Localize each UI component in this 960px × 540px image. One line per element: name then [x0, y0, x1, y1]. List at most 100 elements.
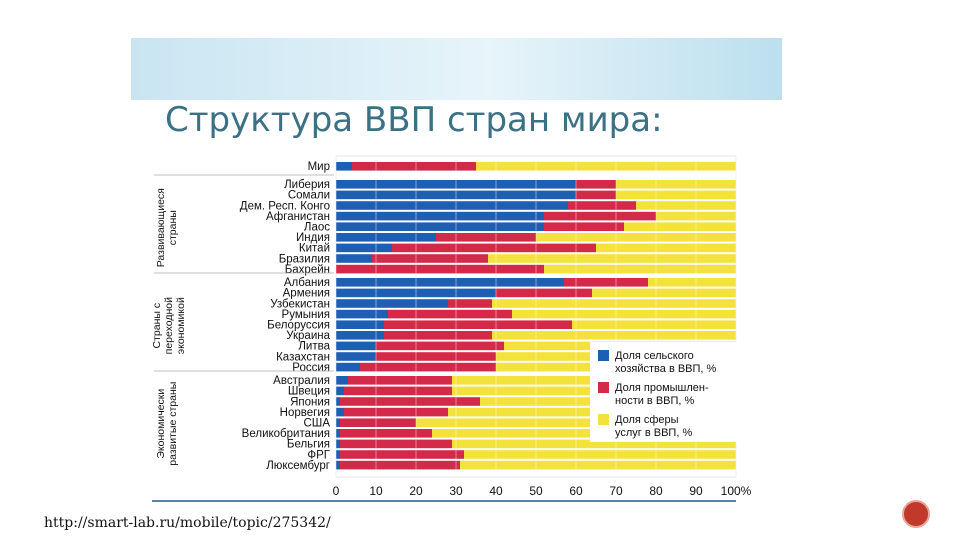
bar-segment	[336, 254, 372, 263]
category-label: Бельгия	[287, 439, 330, 451]
group-label: экономикой	[175, 297, 187, 354]
bar-segment	[340, 460, 460, 470]
category-label: Индия	[296, 232, 330, 244]
legend-swatch	[598, 350, 609, 361]
bar-segment	[336, 450, 340, 459]
category-label: Швеция	[288, 386, 330, 398]
bar-segment	[344, 407, 448, 417]
legend-swatch	[598, 414, 609, 425]
bar-segment	[572, 320, 736, 329]
bar-segment	[336, 418, 340, 427]
category-label: Австралия	[273, 375, 330, 387]
bar-segment	[336, 362, 360, 372]
bar-segment	[336, 320, 384, 329]
bar-segment	[336, 201, 568, 210]
bar-segment	[336, 407, 344, 417]
category-label: Лаос	[304, 222, 330, 234]
group-label: Развивающиеся	[155, 188, 167, 267]
x-tick-label: 30	[449, 484, 463, 498]
category-label: Люксембург	[266, 460, 330, 472]
legend-label: Доля сферы	[615, 414, 679, 426]
source-url[interactable]: http://smart-lab.ru/mobile/topic/275342/	[44, 515, 331, 531]
category-label: Румыния	[282, 309, 330, 321]
bar-segment	[544, 222, 624, 231]
bar-segment	[336, 278, 564, 287]
bar-segment	[336, 243, 392, 253]
legend-swatch	[598, 382, 609, 393]
bar-segment	[372, 254, 488, 263]
bar-segment	[340, 429, 432, 438]
bar-segment	[336, 352, 376, 361]
bar-segment	[376, 352, 496, 361]
group-label: переходной	[163, 297, 175, 354]
bar-segment	[336, 386, 344, 396]
bar-segment	[616, 180, 736, 189]
x-tick-label: 0	[333, 484, 340, 498]
category-label: Бразилия	[279, 253, 330, 265]
bar-segment	[496, 288, 592, 298]
bar-segment	[476, 162, 736, 171]
bar-segment	[392, 243, 596, 253]
category-label: Афганистан	[266, 211, 330, 223]
bar-segment	[336, 397, 340, 406]
category-label: Норвегия	[280, 407, 330, 419]
bar-segment	[336, 439, 340, 449]
category-label: Сомали	[288, 190, 330, 202]
bar-segment	[336, 429, 340, 438]
bar-segment	[624, 222, 736, 231]
bar-segment	[376, 341, 504, 351]
slide-title: Структура ВВП стран мира:	[165, 100, 663, 140]
bar-segment	[436, 233, 536, 242]
label-panel	[152, 156, 336, 477]
bar-segment	[536, 233, 736, 242]
category-label: Узбекистан	[270, 298, 330, 310]
group-label: Страны с	[151, 303, 163, 349]
group-label: развитые страны	[167, 382, 179, 466]
bar-segment	[452, 439, 736, 449]
x-tick-label: 60	[569, 484, 583, 498]
category-label: Россия	[292, 362, 330, 374]
bar-segment	[388, 309, 512, 319]
bar-segment	[336, 233, 436, 242]
bar-segment	[336, 299, 448, 308]
bar-segment	[340, 397, 480, 406]
bar-segment	[340, 418, 416, 427]
bar-segment	[448, 299, 492, 308]
bar-segment	[348, 376, 452, 385]
category-label: Албания	[284, 277, 330, 289]
legend-box	[590, 342, 740, 442]
x-tick-label: 70	[609, 484, 623, 498]
category-label: Бахрейн	[285, 264, 330, 276]
category-label: Дем. Респ. Конго	[240, 200, 330, 212]
category-label: Великобритания	[242, 428, 330, 440]
category-label: Литва	[298, 341, 330, 353]
bar-segment	[512, 309, 736, 319]
bar-segment	[360, 362, 496, 372]
category-label: Армения	[283, 288, 330, 300]
legend-label: Доля промышлен-	[615, 382, 709, 394]
bar-segment	[592, 288, 736, 298]
bar-segment	[544, 264, 736, 274]
bar-segment	[336, 162, 352, 171]
category-label: Мир	[308, 161, 330, 173]
group-label: страны	[167, 210, 179, 245]
bar-segment	[336, 309, 388, 319]
bar-segment	[384, 331, 492, 340]
bar-segment	[352, 162, 476, 171]
bar-segment	[568, 201, 636, 210]
x-tick-label: 50	[529, 484, 543, 498]
bar-segment	[460, 460, 736, 470]
category-label: США	[303, 418, 330, 430]
bar-segment	[648, 278, 736, 287]
x-tick-label: 100%	[721, 484, 752, 498]
x-tick-label: 90	[689, 484, 703, 498]
bar-segment	[336, 341, 376, 351]
category-label: Япония	[290, 396, 330, 408]
bar-segment	[344, 386, 452, 396]
bar-segment	[336, 376, 348, 385]
bar-segment	[596, 243, 736, 253]
x-tick-label: 20	[409, 484, 423, 498]
x-tick-label: 80	[649, 484, 663, 498]
bar-segment	[564, 278, 648, 287]
x-tick-label: 10	[369, 484, 383, 498]
